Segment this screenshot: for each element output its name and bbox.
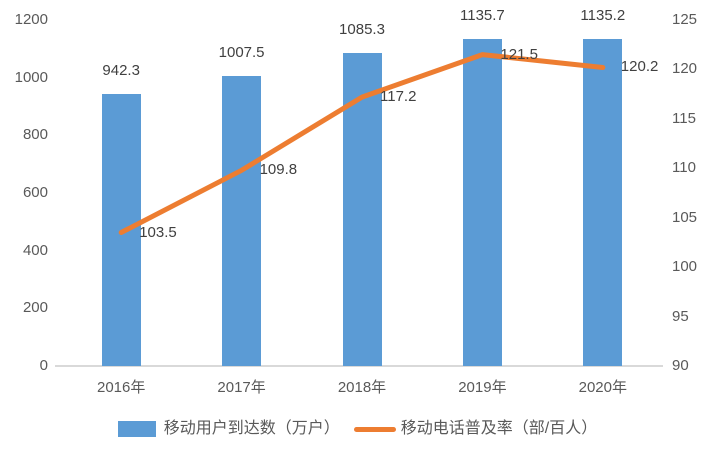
y-axis-left-tick-label: 200 (22, 299, 48, 317)
line-value-label: 121.5 (500, 45, 538, 63)
bar-value-label: 1135.7 (460, 6, 505, 24)
x-axis-category-label: 2019年 (458, 379, 507, 396)
y-axis-right-tick-label: 115 (672, 109, 696, 127)
legend-item-line-series: 移动电话普及率（部/百人） (353, 419, 598, 439)
bar-value-label: 1085.3 (339, 21, 385, 39)
y-axis-right-tick-label: 120 (672, 60, 698, 78)
y-axis-right-tick-label: 110 (672, 159, 696, 177)
bar-2019年 (462, 38, 502, 366)
x-axis-category-label: 2016年 (97, 379, 146, 396)
bar-2020年 (583, 38, 623, 366)
bar-series-swatch-icon (117, 421, 156, 437)
line-value-label: 109.8 (259, 161, 298, 179)
legend-item-bar-series: 移动用户到达数（万户） (117, 419, 340, 439)
y-axis-left-tick-label: 600 (22, 184, 48, 201)
y-axis-right-tick-label: 125 (672, 11, 698, 28)
y-axis-right-tick-label: 105 (672, 208, 698, 226)
bar-value-label: 1135.2 (580, 6, 626, 24)
bar-value-label: 942.3 (102, 62, 140, 80)
x-axis-category-label: 2017年 (217, 379, 266, 396)
y-axis-left-tick-label: 1000 (14, 68, 48, 86)
line-series-legend-label: 移动电话普及率（部/百人） (400, 420, 598, 437)
x-axis-category-label: 2020年 (578, 379, 627, 396)
y-axis-left-tick-label: 800 (22, 126, 48, 144)
bar-series-legend-label: 移动用户到达数（万户） (163, 420, 340, 437)
bar-2016年 (101, 94, 141, 366)
y-axis-left-tick-label: 400 (22, 241, 48, 259)
legend: 移动用户到达数（万户） 移动电话普及率（部/百人） (0, 419, 715, 439)
line-value-label: 103.5 (139, 223, 177, 241)
y-axis-right-tick-label: 95 (672, 307, 689, 325)
y-axis-right-tick-label: 90 (672, 357, 689, 374)
line-series-swatch-icon (353, 426, 396, 432)
x-axis-category-label: 2018年 (337, 379, 387, 396)
y-axis-left-tick-label: 0 (39, 357, 48, 374)
y-axis-right-tick-label: 100 (672, 258, 698, 276)
y-axis-left-tick-label: 1200 (14, 11, 48, 28)
bar-2018年 (342, 53, 382, 366)
line-value-label: 120.2 (620, 58, 659, 76)
line-value-label: 117.2 (380, 88, 417, 106)
x-axis-line (55, 365, 663, 367)
bar-2017年 (222, 75, 262, 366)
bar-value-label: 1007.5 (218, 43, 265, 61)
